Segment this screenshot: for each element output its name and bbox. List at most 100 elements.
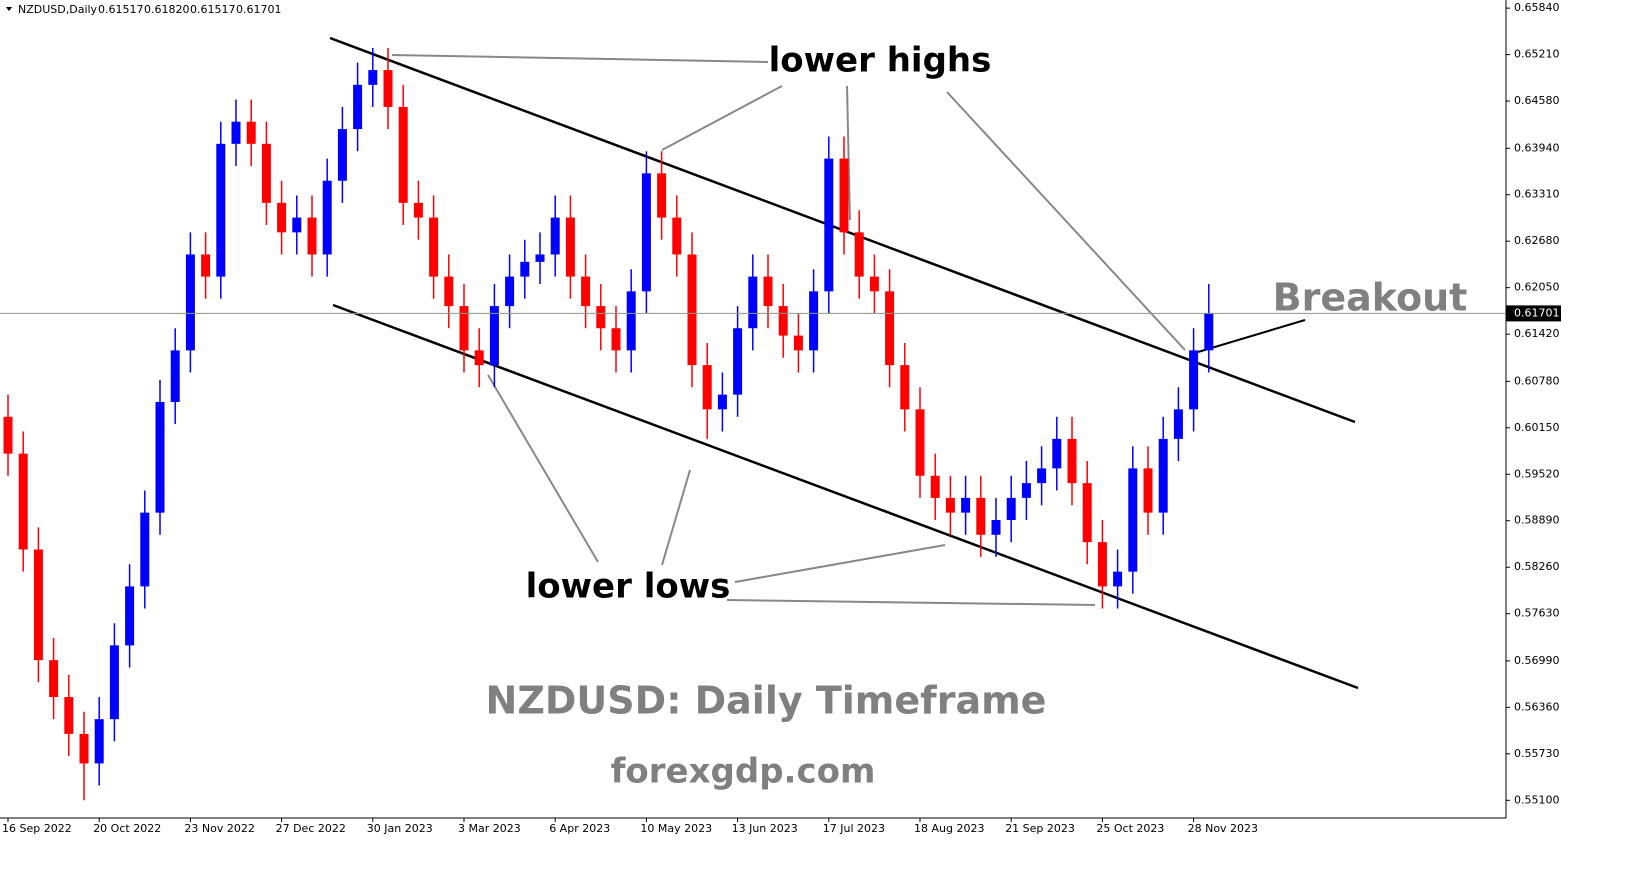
candle-body <box>961 497 971 513</box>
candle-body <box>809 291 819 351</box>
candle-body <box>672 217 682 255</box>
candle-body <box>626 291 636 351</box>
pointer-lines <box>391 54 1186 606</box>
header-value: 0.61517 <box>190 3 236 16</box>
pointer <box>726 599 1096 606</box>
candle-body <box>1067 438 1077 484</box>
candle-body <box>885 291 895 366</box>
candle-body <box>945 497 955 513</box>
candle-body <box>155 401 165 513</box>
annotation: forexgdp.com <box>611 752 876 792</box>
header-value: 0.61820 <box>144 3 190 16</box>
annotation: lower lows <box>526 567 731 607</box>
candle-body <box>550 217 560 255</box>
x-tick-label: 27 Dec 2022 <box>276 822 346 835</box>
candle-body <box>1113 571 1123 587</box>
x-tick-label: 28 Nov 2023 <box>1188 822 1258 835</box>
candle-body <box>49 660 59 698</box>
y-tick-label: 0.60150 <box>1514 421 1560 434</box>
x-tick-label: 30 Jan 2023 <box>367 822 433 835</box>
candle-body <box>1097 542 1107 587</box>
candle-body <box>94 719 104 764</box>
y-tick-label: 0.62050 <box>1514 281 1560 294</box>
candle-body <box>3 416 13 454</box>
pointer <box>846 85 851 221</box>
candle-body <box>277 202 287 233</box>
x-tick-label: 10 May 2023 <box>640 822 712 835</box>
candle-body <box>915 409 925 476</box>
candle-body <box>702 365 712 410</box>
candle-body <box>292 217 302 233</box>
candle-body <box>748 276 758 329</box>
y-tick-label: 0.58890 <box>1514 514 1560 527</box>
candle-body <box>1037 468 1047 484</box>
candle-body <box>125 586 135 646</box>
current-price-label: 0.61701 <box>1514 306 1560 319</box>
pointer <box>946 91 1186 351</box>
candle-body <box>444 276 454 307</box>
y-tick-label: 0.55100 <box>1514 793 1560 806</box>
x-tick-label: 13 Jun 2023 <box>732 822 798 835</box>
pointer <box>661 85 783 151</box>
current-price-box <box>1506 305 1561 322</box>
y-tick-label: 0.55730 <box>1514 747 1560 760</box>
candle-body <box>474 350 484 366</box>
y-tick-label: 0.64580 <box>1514 94 1560 107</box>
header-value: 0.61701 <box>236 3 282 16</box>
candle-body <box>763 276 773 307</box>
candle-body <box>368 70 378 85</box>
candle-body <box>793 335 803 351</box>
candle-body <box>170 350 180 402</box>
candle-body <box>1173 409 1183 439</box>
candle-body <box>185 254 195 351</box>
candle-body <box>505 276 515 307</box>
annotation: lower highs <box>769 41 992 81</box>
candle-body <box>307 217 317 255</box>
pointer <box>391 54 769 63</box>
candle-body <box>79 733 89 764</box>
y-tick-label: 0.63940 <box>1514 141 1560 154</box>
pointer <box>487 374 599 563</box>
candle-body <box>900 365 910 410</box>
x-tick-label: 17 Jul 2023 <box>823 822 885 835</box>
x-tick-label: 25 Oct 2023 <box>1096 822 1164 835</box>
breakout-pointer <box>1197 319 1306 353</box>
y-tick-label: 0.61420 <box>1514 327 1560 340</box>
candle-body <box>489 306 499 366</box>
candle-body <box>33 549 43 661</box>
candle-body <box>1204 313 1214 351</box>
candle-body <box>824 158 834 292</box>
candle-body <box>216 143 226 277</box>
candle-body <box>201 254 211 277</box>
candle-body <box>565 217 575 277</box>
y-tick-label: 0.57630 <box>1514 607 1560 620</box>
lower-trendline <box>332 303 1359 690</box>
candle-body <box>109 645 119 720</box>
candle-body <box>733 328 743 395</box>
header-value: 0.61517 <box>98 3 144 16</box>
y-tick-label: 0.62680 <box>1514 234 1560 247</box>
x-tick-label: 21 Sep 2023 <box>1005 822 1075 835</box>
candle-body <box>1158 438 1168 513</box>
y-tick-label: 0.63310 <box>1514 188 1560 201</box>
candle-body <box>520 261 530 277</box>
pointer <box>734 544 946 583</box>
y-tick-label: 0.65210 <box>1514 48 1560 61</box>
annotation: NZDUSD: Daily Timeframe <box>486 679 1047 723</box>
candle-body <box>322 180 332 255</box>
candle-body <box>535 254 545 262</box>
y-tick-label: 0.56990 <box>1514 654 1560 667</box>
candle-body <box>581 276 591 307</box>
candle-body <box>641 173 651 292</box>
candle-body <box>231 121 241 144</box>
candle-body <box>657 173 667 218</box>
candle-body <box>976 497 986 535</box>
candle-body <box>353 84 363 130</box>
candle-body <box>778 306 788 336</box>
candle-body <box>459 306 469 351</box>
annotation: Breakout <box>1273 276 1468 320</box>
y-tick-label: 0.60780 <box>1514 374 1560 387</box>
x-tick-label: 6 Apr 2023 <box>549 822 610 835</box>
candle-body <box>1143 468 1153 513</box>
